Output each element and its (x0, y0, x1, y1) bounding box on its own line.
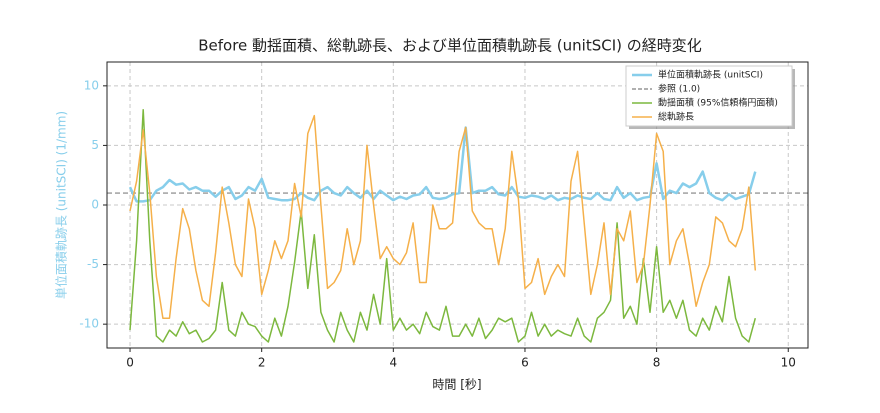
x-tick-label: 8 (653, 356, 661, 370)
legend-label: 動揺面積 (95%信頼楕円面積) (658, 97, 778, 109)
legend-label: 参照 (1.0) (658, 83, 700, 95)
y-tick-label: 10 (84, 78, 99, 92)
y-tick-label: 5 (91, 138, 99, 152)
x-axis-label: 時間 [秒] (432, 378, 481, 392)
y-tick-label: -5 (87, 257, 99, 271)
series-line (129, 108, 757, 343)
y-tick-label: -10 (79, 317, 99, 331)
series-line (128, 126, 757, 203)
x-tick-label: 4 (390, 356, 398, 370)
legend-box (625, 65, 793, 127)
plot-frame (106, 61, 809, 349)
series-line (129, 114, 757, 319)
chart-title: Before 動揺面積、総軌跡長、および単位面積軌跡長 (unitSCI) の経… (198, 37, 702, 55)
y-tick-label: 0 (91, 198, 99, 212)
x-tick-label: 10 (781, 356, 796, 370)
legend-label: 単位面積軌跡長 (unitSCI) (658, 69, 763, 81)
x-tick-label: 6 (521, 356, 529, 370)
legend-label: 総軌跡長 (658, 111, 694, 123)
y-axis-label: 単位面積軌跡長 (unitSCI) (1/mm) (54, 111, 69, 299)
x-tick-label: 0 (126, 356, 134, 370)
x-tick-label: 2 (258, 356, 266, 370)
